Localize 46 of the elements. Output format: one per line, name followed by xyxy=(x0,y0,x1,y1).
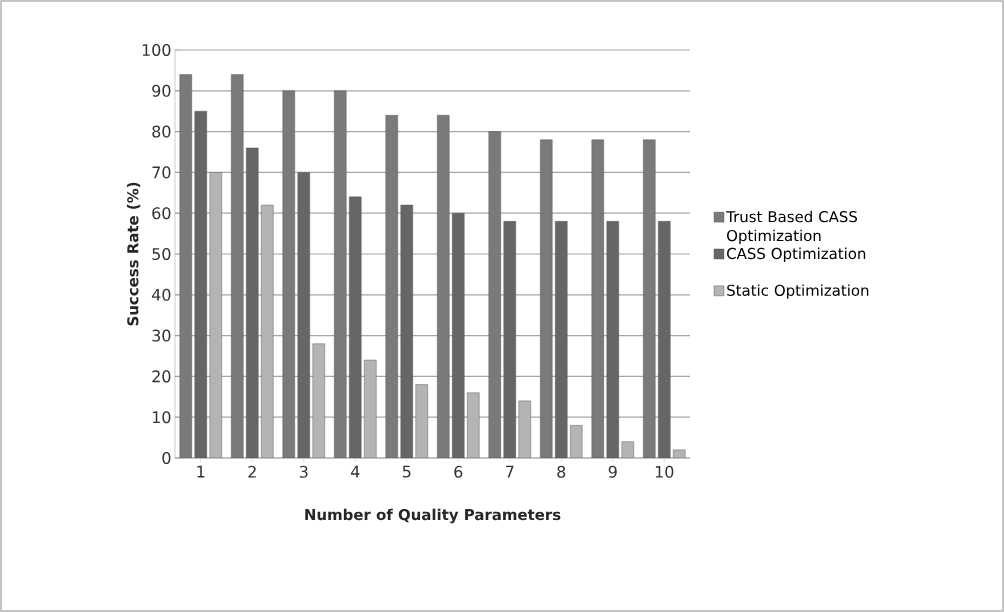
x-tick-label: 3 xyxy=(299,465,308,478)
bar xyxy=(415,384,428,458)
x-tick-label: 9 xyxy=(608,465,617,478)
bar xyxy=(621,441,634,458)
x-axis-title: Number of Quality Parameters xyxy=(305,508,561,524)
y-tick-label: 20 xyxy=(152,370,171,383)
y-tick-label: 90 xyxy=(152,84,171,97)
y-tick-label: 0 xyxy=(162,451,171,465)
x-tick-label: 8 xyxy=(557,465,566,478)
bar xyxy=(555,221,568,458)
y-tick-label: 50 xyxy=(152,247,171,261)
x-tick-label: 6 xyxy=(454,465,463,478)
x-tick-label: 7 xyxy=(506,465,514,478)
x-tick-label: 5 xyxy=(402,465,411,478)
y-tick-label: 100 xyxy=(142,43,171,57)
bar xyxy=(452,212,465,458)
y-tick-label: 70 xyxy=(152,166,171,179)
y-tick-label: 40 xyxy=(151,288,171,301)
bar xyxy=(209,172,222,458)
x-tick-label: 2 xyxy=(248,465,256,478)
legend-label: CASS Optimization xyxy=(727,247,866,263)
bar xyxy=(518,400,531,458)
bar xyxy=(297,172,310,458)
x-tick-label: 4 xyxy=(350,465,360,478)
y-tick-label: 30 xyxy=(152,329,171,342)
y-tick-label: 10 xyxy=(152,411,171,424)
y-axis-title: Success Rate (%) xyxy=(126,182,141,326)
legend-label: Trust Based CASS Optimization xyxy=(726,210,858,245)
bar xyxy=(503,221,516,458)
bar xyxy=(467,392,480,458)
bar xyxy=(246,147,259,458)
legend-label: Static Optimization xyxy=(727,284,869,299)
bar xyxy=(349,196,362,458)
x-tick-label: 1 xyxy=(197,465,205,478)
bar xyxy=(606,221,619,458)
bar xyxy=(400,204,413,458)
bar xyxy=(261,204,274,458)
x-tick-label: 10 xyxy=(655,465,674,478)
bar xyxy=(570,425,583,458)
bar xyxy=(312,343,325,458)
y-tick-label: 80 xyxy=(152,125,171,138)
y-tick-label: 60 xyxy=(152,207,171,220)
bar xyxy=(673,449,686,458)
bar xyxy=(194,110,207,458)
bar xyxy=(364,359,377,458)
bar xyxy=(658,221,671,458)
